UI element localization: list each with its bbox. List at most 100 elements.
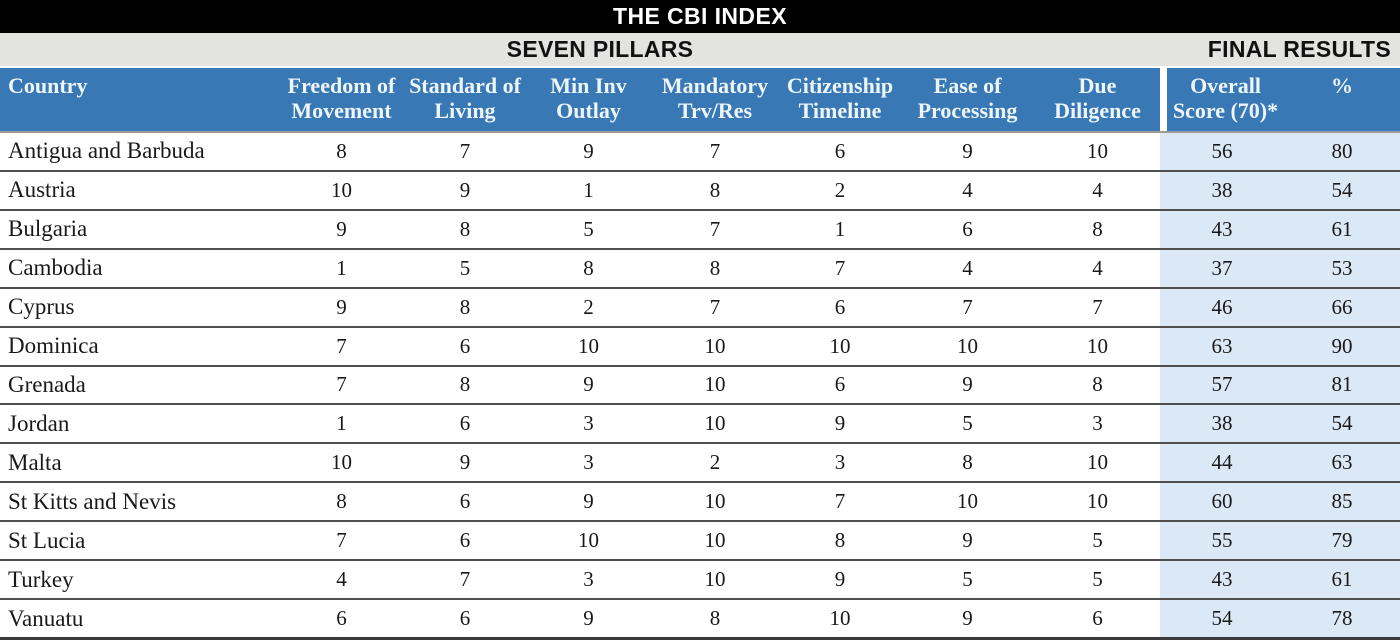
cell-due-diligence: 10: [1087, 450, 1108, 475]
cell-min-inv-outlay: 10: [578, 528, 599, 553]
column-header-standard-of-living: Standard of Living: [409, 73, 521, 123]
cell-country: Turkey: [8, 566, 74, 592]
cell-due-diligence: 5: [1092, 567, 1103, 592]
cell-citizenship-timeline: 2: [834, 177, 846, 202]
table-row: Antigua and Barbuda 8 7 9 7 6 9 10 56 80: [0, 131, 1400, 170]
cell-standard-of-living: 9: [459, 177, 471, 202]
cell-percent: 61: [1284, 561, 1400, 599]
cell-standard-of-living: 9: [459, 450, 471, 475]
table-row: Austria 10 9 1 8 2 4 4 38 54: [0, 169, 1400, 209]
cell-due-diligence: 8: [1092, 372, 1103, 397]
cell-percent: 61: [1284, 210, 1400, 248]
cell-due-diligence: 4: [1092, 255, 1103, 280]
column-header-ease-of-processing: Ease of Processing: [917, 73, 1018, 123]
cell-overall-score: 43: [1160, 210, 1284, 248]
cell-due-diligence: 4: [1092, 177, 1103, 202]
cell-overall-score: 54: [1160, 600, 1284, 637]
cell-mandatory-trv-res: 10: [704, 333, 726, 358]
cell-percent: 85: [1284, 483, 1400, 521]
cell-freedom-of-movement: 7: [336, 528, 347, 553]
cell-percent: 54: [1284, 405, 1400, 443]
cell-due-diligence: 5: [1092, 528, 1103, 553]
cell-percent: 63: [1284, 444, 1400, 482]
column-header-min-inv-outlay: Min Inv Outlay: [550, 73, 627, 123]
cell-min-inv-outlay: 3: [583, 450, 594, 475]
cell-ease-of-processing: 4: [962, 177, 973, 202]
cell-overall-score: 55: [1160, 522, 1284, 560]
cell-min-inv-outlay: 5: [583, 216, 594, 241]
cell-due-diligence: 7: [1092, 294, 1103, 319]
cell-overall-score: 38: [1160, 171, 1284, 209]
cell-percent: 90: [1284, 327, 1400, 365]
cell-standard-of-living: 7: [459, 138, 471, 163]
cell-freedom-of-movement: 6: [336, 606, 347, 631]
cell-mandatory-trv-res: 10: [704, 528, 726, 553]
cell-freedom-of-movement: 7: [336, 333, 347, 358]
column-header-mandatory-trv-res: Mandatory Trv/Res: [661, 73, 769, 123]
cell-percent: 80: [1284, 133, 1400, 170]
cell-overall-score: 38: [1160, 405, 1284, 443]
cell-standard-of-living: 6: [459, 489, 471, 514]
cell-mandatory-trv-res: 8: [709, 606, 721, 631]
cell-mandatory-trv-res: 10: [704, 372, 726, 397]
cell-min-inv-outlay: 9: [583, 606, 594, 631]
cell-min-inv-outlay: 9: [583, 138, 594, 163]
cell-country: St Kitts and Nevis: [8, 488, 177, 514]
cell-min-inv-outlay: 9: [583, 372, 594, 397]
cell-country: Vanuatu: [8, 605, 84, 631]
table-row: St Kitts and Nevis 8 6 9 10 7 10 10 60 85: [0, 481, 1400, 521]
cell-ease-of-processing: 9: [962, 606, 973, 631]
cell-citizenship-timeline: 10: [829, 333, 851, 358]
cell-overall-score: 56: [1160, 133, 1284, 170]
column-header-overall-score: Overall Score (70)*: [1160, 68, 1284, 131]
cell-freedom-of-movement: 10: [331, 177, 352, 202]
cell-min-inv-outlay: 9: [583, 489, 594, 514]
table-row: Vanuatu 6 6 9 8 10 9 6 54 78: [0, 598, 1400, 637]
column-header-country: Country: [8, 73, 88, 98]
table-row: St Lucia 7 6 10 10 8 9 5 55 79: [0, 520, 1400, 560]
column-header-row: Country Freedom of Movement Standard of …: [0, 66, 1400, 131]
cell-overall-score: 60: [1160, 483, 1284, 521]
cell-citizenship-timeline: 1: [834, 216, 846, 241]
cell-ease-of-processing: 7: [962, 294, 973, 319]
cell-overall-score: 44: [1160, 444, 1284, 482]
table-row: Malta 10 9 3 2 3 8 10 44 63: [0, 442, 1400, 482]
cell-overall-score: 43: [1160, 561, 1284, 599]
cell-ease-of-processing: 6: [962, 216, 973, 241]
cell-standard-of-living: 8: [459, 216, 471, 241]
cell-standard-of-living: 6: [459, 606, 471, 631]
cell-due-diligence: 3: [1092, 411, 1103, 436]
cell-citizenship-timeline: 7: [834, 489, 846, 514]
cell-ease-of-processing: 9: [962, 372, 973, 397]
cell-overall-score: 63: [1160, 327, 1284, 365]
cell-freedom-of-movement: 8: [336, 489, 347, 514]
cell-citizenship-timeline: 8: [834, 528, 846, 553]
cell-freedom-of-movement: 1: [336, 255, 347, 280]
cell-country: Cyprus: [8, 294, 75, 320]
cell-overall-score: 37: [1160, 249, 1284, 287]
column-header-percent: %: [1331, 73, 1353, 98]
table-row: Jordan 1 6 3 10 9 5 3 38 54: [0, 403, 1400, 443]
cell-due-diligence: 10: [1087, 333, 1108, 358]
cell-citizenship-timeline: 9: [834, 567, 846, 592]
cell-min-inv-outlay: 1: [583, 177, 594, 202]
cell-standard-of-living: 6: [459, 333, 471, 358]
cell-country: Dominica: [8, 333, 99, 359]
cell-percent: 78: [1284, 600, 1400, 637]
table-row: Cyprus 9 8 2 7 6 7 7 46 66: [0, 286, 1400, 326]
table-row: Dominica 7 6 10 10 10 10 10 63 90: [0, 325, 1400, 365]
cell-standard-of-living: 6: [459, 528, 471, 553]
title-bar: THE CBI INDEX: [0, 0, 1400, 33]
cell-country: Grenada: [8, 371, 86, 397]
cell-country: St Lucia: [8, 527, 86, 553]
cell-min-inv-outlay: 10: [578, 333, 599, 358]
cell-citizenship-timeline: 9: [834, 411, 846, 436]
cell-ease-of-processing: 10: [957, 489, 978, 514]
cell-mandatory-trv-res: 10: [704, 567, 726, 592]
cell-country: Antigua and Barbuda: [8, 138, 205, 164]
cell-standard-of-living: 8: [459, 294, 471, 319]
cell-freedom-of-movement: 10: [331, 450, 352, 475]
cell-mandatory-trv-res: 2: [709, 450, 721, 475]
section-label-final-results: FINAL RESULTS: [1207, 36, 1391, 62]
